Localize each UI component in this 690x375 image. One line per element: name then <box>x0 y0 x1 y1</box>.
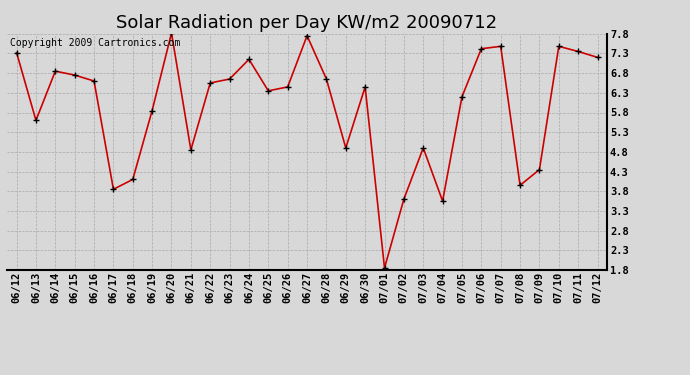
Text: Copyright 2009 Cartronics.com: Copyright 2009 Cartronics.com <box>10 39 180 48</box>
Title: Solar Radiation per Day KW/m2 20090712: Solar Radiation per Day KW/m2 20090712 <box>117 14 497 32</box>
